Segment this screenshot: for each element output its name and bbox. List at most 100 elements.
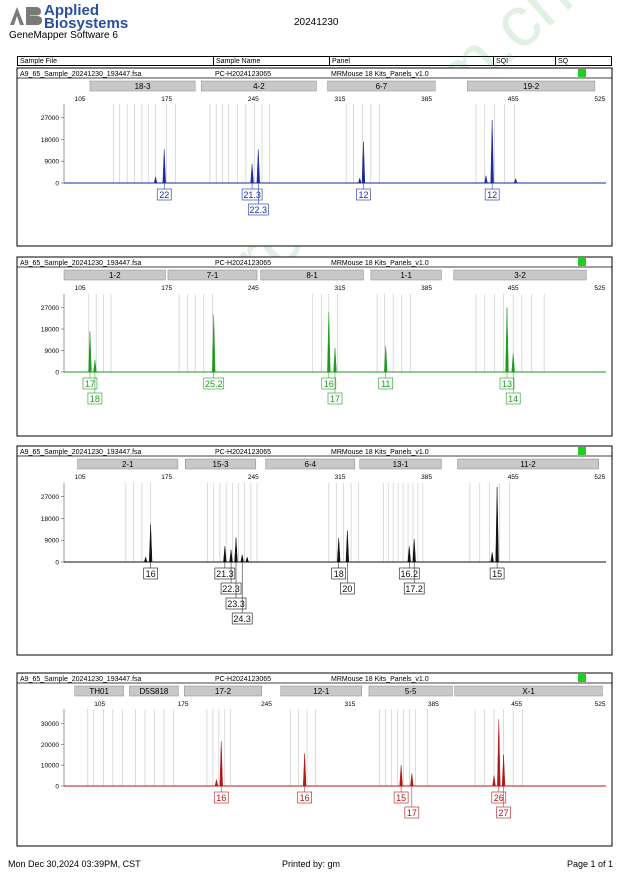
x-tick-label: 175 <box>161 474 172 481</box>
allele-label-box <box>404 806 420 819</box>
column-header-row: Sample File Sample Name Panel SQI SQ <box>17 56 612 66</box>
peak-mark <box>492 775 496 787</box>
allele-label: 25.2 <box>205 379 223 389</box>
x-tick-label: 245 <box>248 285 259 292</box>
sample-name-text: PC-H2024123065 <box>215 260 271 267</box>
marker-bar-6-4 <box>265 458 356 470</box>
allele-label-box <box>505 392 521 405</box>
x-tick-label: 525 <box>594 96 605 103</box>
y-tick-label: 30000 <box>41 721 59 728</box>
panel-frame <box>16 256 613 437</box>
peak-mark <box>214 779 219 787</box>
column-header-sq[interactable]: SQ <box>558 58 569 65</box>
marker-label: 15-3 <box>213 460 230 469</box>
marker-label: 13-1 <box>393 460 410 469</box>
allele-label: 16 <box>300 793 310 803</box>
marker-bar-X-1 <box>454 685 603 697</box>
x-tick-label: 175 <box>161 96 172 103</box>
allele-label: 13 <box>502 379 512 389</box>
column-header-sample-name[interactable]: Sample Name <box>214 57 330 65</box>
y-tick-label: 18000 <box>41 327 59 334</box>
column-header-sqi[interactable]: SQI <box>494 57 556 65</box>
marker-bar-TH01 <box>74 685 124 697</box>
peak-mark <box>490 552 494 563</box>
sample-name-text: PC-H2024123065 <box>215 676 271 683</box>
column-header-sample-file[interactable]: Sample File <box>18 57 214 65</box>
allele-label-box <box>378 377 394 390</box>
allele-label-box <box>499 377 515 390</box>
panel-name-text: MRMouse 18 Kits_Panels_v1.0 <box>331 676 429 683</box>
panel-1: A9_65_Sample_20241230_193447.fsa PC-H2024… <box>16 67 613 247</box>
allele-label-box <box>241 188 263 201</box>
marker-bar-7-1 <box>167 269 258 281</box>
x-tick-label: 455 <box>508 96 519 103</box>
x-tick-label: 455 <box>511 701 522 708</box>
peak-mark <box>484 175 488 184</box>
allele-label: 17 <box>330 394 340 404</box>
allele-label: 21.3 <box>243 190 261 200</box>
x-tick-label: 105 <box>75 96 86 103</box>
allele-label-box <box>398 567 420 580</box>
peak-mark <box>358 177 362 184</box>
y-tick-label: 0 <box>55 181 59 188</box>
allele-label-box <box>82 377 98 390</box>
marker-label: TH01 <box>89 687 109 696</box>
panel-name-text: MRMouse 18 Kits_Panels_v1.0 <box>331 449 429 456</box>
y-tick-label: 18000 <box>41 516 59 523</box>
x-tick-label: 105 <box>75 474 86 481</box>
y-tick-label: 27000 <box>41 305 59 312</box>
allele-label: 22.3 <box>222 584 240 594</box>
peak-mark <box>153 176 158 184</box>
allele-label-box <box>213 791 229 804</box>
x-tick-label: 175 <box>178 701 189 708</box>
allele-label: 15 <box>396 793 406 803</box>
allele-label: 16 <box>324 379 334 389</box>
x-tick-label: 525 <box>594 285 605 292</box>
column-header-panel[interactable]: Panel <box>330 57 494 65</box>
allele-label-box <box>156 188 172 201</box>
marker-label: 1-1 <box>400 271 412 280</box>
allele-label-box <box>403 582 425 595</box>
allele-label-box <box>87 392 103 405</box>
allele-label-box <box>484 188 500 201</box>
x-tick-label: 175 <box>161 285 172 292</box>
marker-bar-19-2 <box>467 80 596 92</box>
y-tick-label: 0 <box>55 784 59 791</box>
marker-bar-17-2 <box>184 685 262 697</box>
allele-label: 26 <box>494 793 504 803</box>
allele-label-box <box>247 203 269 216</box>
allele-label: 17 <box>407 808 417 818</box>
y-tick-label: 27000 <box>41 494 59 501</box>
x-tick-label: 455 <box>508 285 519 292</box>
x-tick-label: 385 <box>421 96 432 103</box>
x-tick-label: 455 <box>508 474 519 481</box>
applied-biosystems-logo-icon <box>10 7 42 25</box>
allele-label-box <box>203 377 225 390</box>
x-tick-label: 385 <box>428 701 439 708</box>
marker-label: 4-2 <box>253 82 265 91</box>
sample-file-text: A9_65_Sample_20241230_193447.fsa <box>20 676 142 683</box>
allele-label: 12 <box>358 190 368 200</box>
allele-label-box <box>496 806 511 819</box>
sample-file-text: A9_65_Sample_20241230_193447.fsa <box>20 260 142 267</box>
marker-bar-3-2 <box>453 269 587 281</box>
x-tick-label: 315 <box>335 285 346 292</box>
allele-label: 15 <box>492 569 502 579</box>
x-tick-label: 525 <box>594 474 605 481</box>
marker-label: 5-5 <box>405 687 417 696</box>
marker-label: 19-2 <box>523 82 540 91</box>
y-tick-label: 10000 <box>41 763 59 770</box>
allele-label-box <box>225 597 247 610</box>
x-tick-label: 105 <box>94 701 105 708</box>
marker-label: 6-7 <box>376 82 388 91</box>
footer-printed-by: Printed by: gm <box>282 859 341 869</box>
allele-label-box <box>143 567 158 580</box>
x-tick-label: 385 <box>421 474 432 481</box>
marker-label: 12-1 <box>313 687 330 696</box>
peak-mark <box>245 556 249 563</box>
allele-label: 21.3 <box>216 569 234 579</box>
marker-label: 1-2 <box>109 271 121 280</box>
allele-label: 23.3 <box>227 599 245 609</box>
x-tick-label: 245 <box>261 701 272 708</box>
y-tick-label: 0 <box>55 560 59 567</box>
